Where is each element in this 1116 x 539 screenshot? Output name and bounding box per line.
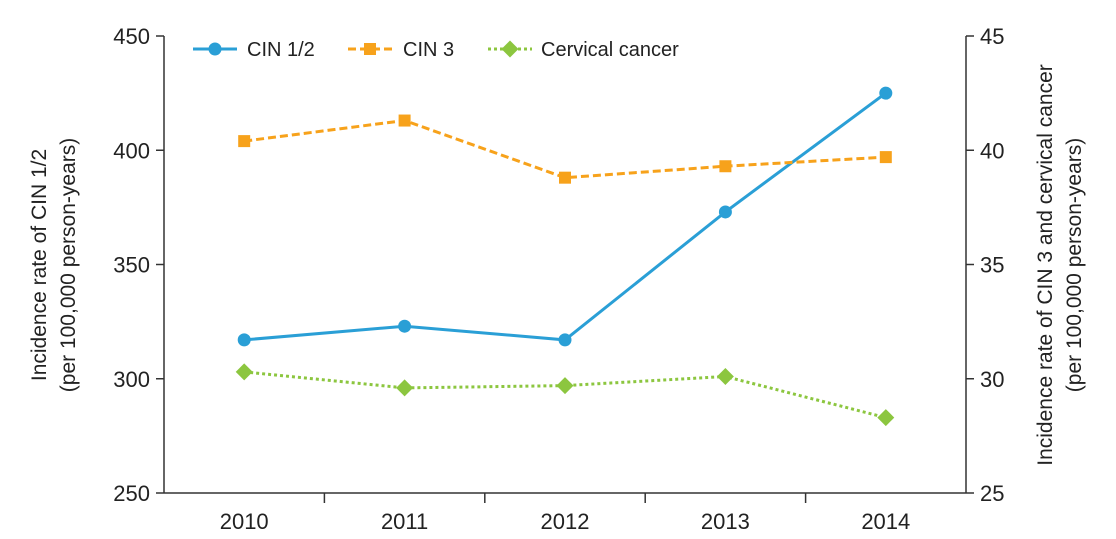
series-1 bbox=[238, 114, 892, 184]
series-layer bbox=[235, 86, 895, 427]
right-y-tick-label: 30 bbox=[980, 367, 1004, 392]
left-y-tick-label: 350 bbox=[113, 253, 150, 278]
legend-label-cervical-cancer: Cervical cancer bbox=[541, 39, 679, 61]
data-point bbox=[398, 114, 411, 127]
data-point bbox=[558, 333, 572, 347]
series-line bbox=[244, 118, 886, 180]
right-y-tick-label: 40 bbox=[980, 138, 1004, 163]
axes bbox=[163, 36, 967, 494]
right-y-ticks: 25 30 35 40 45 bbox=[966, 24, 1004, 506]
data-point bbox=[237, 333, 251, 347]
right-y-axis-title: Incidence rate of CIN 3 and cervical can… bbox=[1034, 64, 1086, 466]
data-point bbox=[398, 319, 412, 333]
legend-marker-cervical-cancer bbox=[501, 40, 519, 58]
x-tick-label: 2011 bbox=[381, 509, 428, 534]
right-y-axis-title-line1: Incidence rate of CIN 3 and cervical can… bbox=[1034, 64, 1057, 466]
x-tick-label: 2013 bbox=[701, 509, 750, 534]
data-point bbox=[877, 409, 895, 427]
left-y-ticks: 250 300 350 400 450 bbox=[113, 24, 164, 506]
legend-label-cin3: CIN 3 bbox=[403, 39, 454, 61]
right-y-tick-label: 35 bbox=[980, 253, 1004, 278]
legend-marker-cin12 bbox=[208, 42, 222, 56]
left-y-tick-label: 300 bbox=[113, 367, 150, 392]
left-y-tick-label: 400 bbox=[113, 138, 150, 163]
left-y-tick-label: 450 bbox=[113, 24, 150, 49]
legend-item-cervical-cancer: Cervical cancer bbox=[488, 39, 679, 61]
data-point bbox=[556, 377, 574, 395]
legend-item-cin12: CIN 1/2 bbox=[193, 39, 315, 61]
right-y-tick-label: 25 bbox=[980, 481, 1004, 506]
right-y-tick-label: 45 bbox=[980, 24, 1004, 49]
data-point bbox=[718, 205, 732, 219]
data-point bbox=[716, 367, 734, 385]
data-point bbox=[396, 379, 414, 397]
legend-label-cin12: CIN 1/2 bbox=[247, 39, 315, 61]
right-y-axis-title-line2: (per 100,000 person-years) bbox=[1063, 138, 1086, 392]
left-y-axis-title-line2: (per 100,000 person-years) bbox=[57, 138, 80, 392]
data-point bbox=[879, 86, 893, 100]
legend-item-cin3: CIN 3 bbox=[348, 39, 454, 61]
data-point bbox=[238, 135, 251, 148]
x-ticks: 2010 2011 2012 2013 2014 bbox=[220, 493, 910, 534]
legend: CIN 1/2 CIN 3 Cervical cancer bbox=[193, 39, 679, 61]
data-point bbox=[719, 160, 732, 173]
x-tick-label: 2010 bbox=[220, 509, 269, 534]
left-y-tick-label: 250 bbox=[113, 481, 150, 506]
left-y-axis-title: Incidence rate of CIN 1/2 (per 100,000 p… bbox=[28, 138, 80, 392]
x-tick-label: 2014 bbox=[861, 509, 910, 534]
data-point bbox=[879, 151, 892, 164]
legend-marker-cin3 bbox=[364, 43, 376, 55]
data-point bbox=[235, 363, 253, 381]
left-y-axis-title-line1: Incidence rate of CIN 1/2 bbox=[28, 149, 51, 381]
x-tick-label: 2012 bbox=[541, 509, 590, 534]
data-point bbox=[559, 171, 571, 184]
series-0 bbox=[237, 86, 893, 347]
series-2 bbox=[235, 363, 895, 427]
